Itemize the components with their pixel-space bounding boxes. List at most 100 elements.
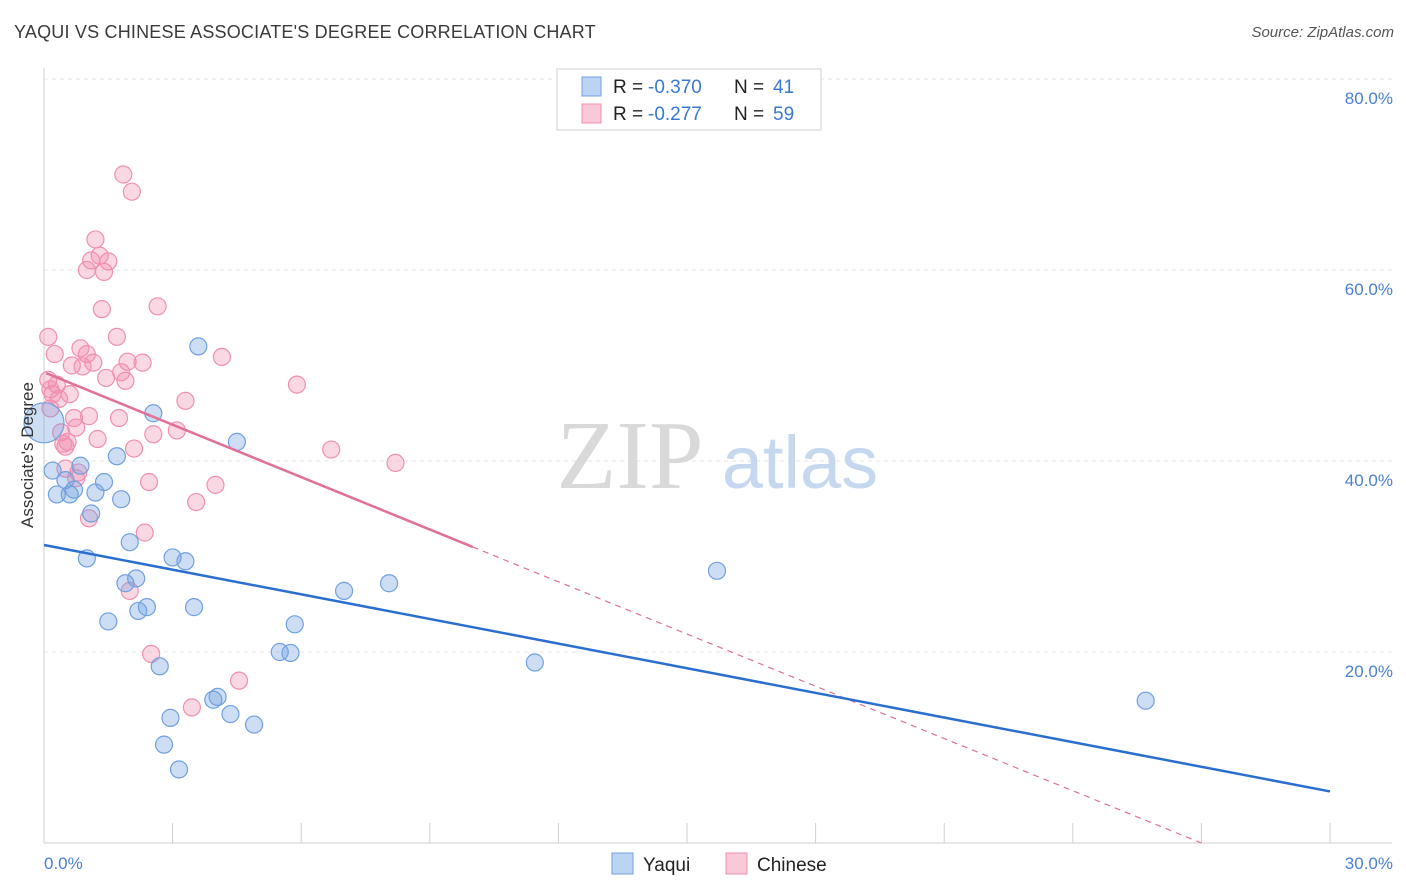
yaqui-point [82,504,101,523]
chinese-point [92,300,111,319]
chinese-point [139,472,159,492]
series-legend: Yaqui Chinese [611,852,827,876]
chinese-n-value: 59 [773,104,794,125]
chinese-point [122,182,141,201]
yaqui-point [116,574,135,593]
chinese-point [124,439,144,458]
chinese-point [88,429,107,449]
chinese-point [79,407,99,426]
chinese-point [112,363,131,382]
yaqui-point [137,598,156,617]
chinese-point [84,353,103,372]
watermark-atlas: atlas [722,421,878,504]
y-tick-label-80: 80.0% [1345,89,1393,108]
yaqui-point [94,472,114,492]
yaqui-point [525,653,544,672]
chinese-point [287,375,307,394]
stats-legend: R = -0.370 N = 41 R = -0.277 N = 59 [556,68,822,131]
yaqui-point [334,581,354,600]
yaqui-point [150,657,169,676]
yaqui-point [71,456,90,475]
legend-chinese-swatch [725,852,748,875]
yaqui-point [281,643,300,663]
yaqui-point [154,735,174,754]
yaqui-point [221,704,240,724]
yaqui-point [285,615,304,634]
chinese-point [94,262,114,282]
yaqui-n-label: N = [734,77,764,98]
yaqui-point [23,402,65,444]
chinese-point [182,698,201,717]
yaqui-point [120,533,139,552]
yaqui-point [169,760,189,779]
chinese-n-label: N = [734,104,764,125]
chinese-trend-extension [472,546,1202,844]
yaqui-point [64,480,84,499]
chinese-point [148,297,167,316]
chinese-point [142,644,161,664]
yaqui-point [112,490,131,509]
chinese-r-value: -0.277 [648,104,702,125]
legend-yaqui-label: Yaqui [643,855,690,876]
yaqui-point [176,552,195,571]
chinese-point [41,399,60,418]
chinese-point [144,425,163,444]
chinese-point [58,432,77,451]
yaqui-point [161,708,180,727]
chinese-point [212,347,231,367]
chinese-point [118,352,137,371]
chinese-point [229,671,249,690]
yaqui-r-value: -0.370 [648,77,702,98]
yaqui-point [707,561,727,580]
chinese-point [67,418,86,437]
chinese-point [86,230,105,249]
chinese-point [114,165,133,184]
chinese-point [206,475,225,494]
watermark-zip: ZIP [557,402,704,510]
yaqui-point [47,485,66,504]
chinese-point [176,391,195,410]
yaqui-points [23,337,1155,779]
yaqui-point [244,715,264,734]
y-tick-label-60: 60.0% [1345,280,1393,299]
chinese-point [116,371,135,390]
yaqui-point [43,461,62,480]
chinese-point [135,523,154,542]
trend-lines [43,371,1331,844]
chinese-points [39,165,405,717]
y-axis-label: Associate's Degree [18,382,37,528]
chinese-point [386,453,405,473]
yaqui-point [379,574,399,593]
chinese-point [39,327,58,346]
yaqui-point [189,337,208,356]
chinese-point [60,385,79,404]
chinese-r-label: R = [613,104,643,125]
yaqui-point [184,598,204,617]
chart-title: YAQUI VS CHINESE ASSOCIATE'S DEGREE CORR… [14,22,596,42]
chinese-point [45,344,64,364]
x-tick-label-max: 30.0% [1345,854,1393,873]
y-tick-label-40: 40.0% [1345,471,1393,490]
yaqui-point [99,612,118,631]
yaqui-point [129,601,148,621]
chinese-trend-line [45,371,474,549]
legend-chinese-label: Chinese [757,855,827,876]
chinese-point [187,492,206,512]
source-label: Source: ZipAtlas.com [1251,24,1394,41]
yaqui-point [1136,691,1155,710]
yaqui-swatch [581,76,602,97]
chinese-point [99,252,118,271]
x-axis-ticks [172,823,1331,843]
y-tick-label-20: 20.0% [1345,662,1393,681]
chinese-point [109,408,129,428]
yaqui-point [208,687,227,706]
yaqui-trend-line [43,543,1331,793]
yaqui-point [107,447,126,466]
yaqui-n-value: 41 [773,77,794,98]
legend-yaqui-swatch [611,852,634,875]
gridlines [44,78,1392,653]
yaqui-r-label: R = [613,77,643,98]
chinese-swatch [581,103,602,124]
chinese-point [322,440,341,459]
